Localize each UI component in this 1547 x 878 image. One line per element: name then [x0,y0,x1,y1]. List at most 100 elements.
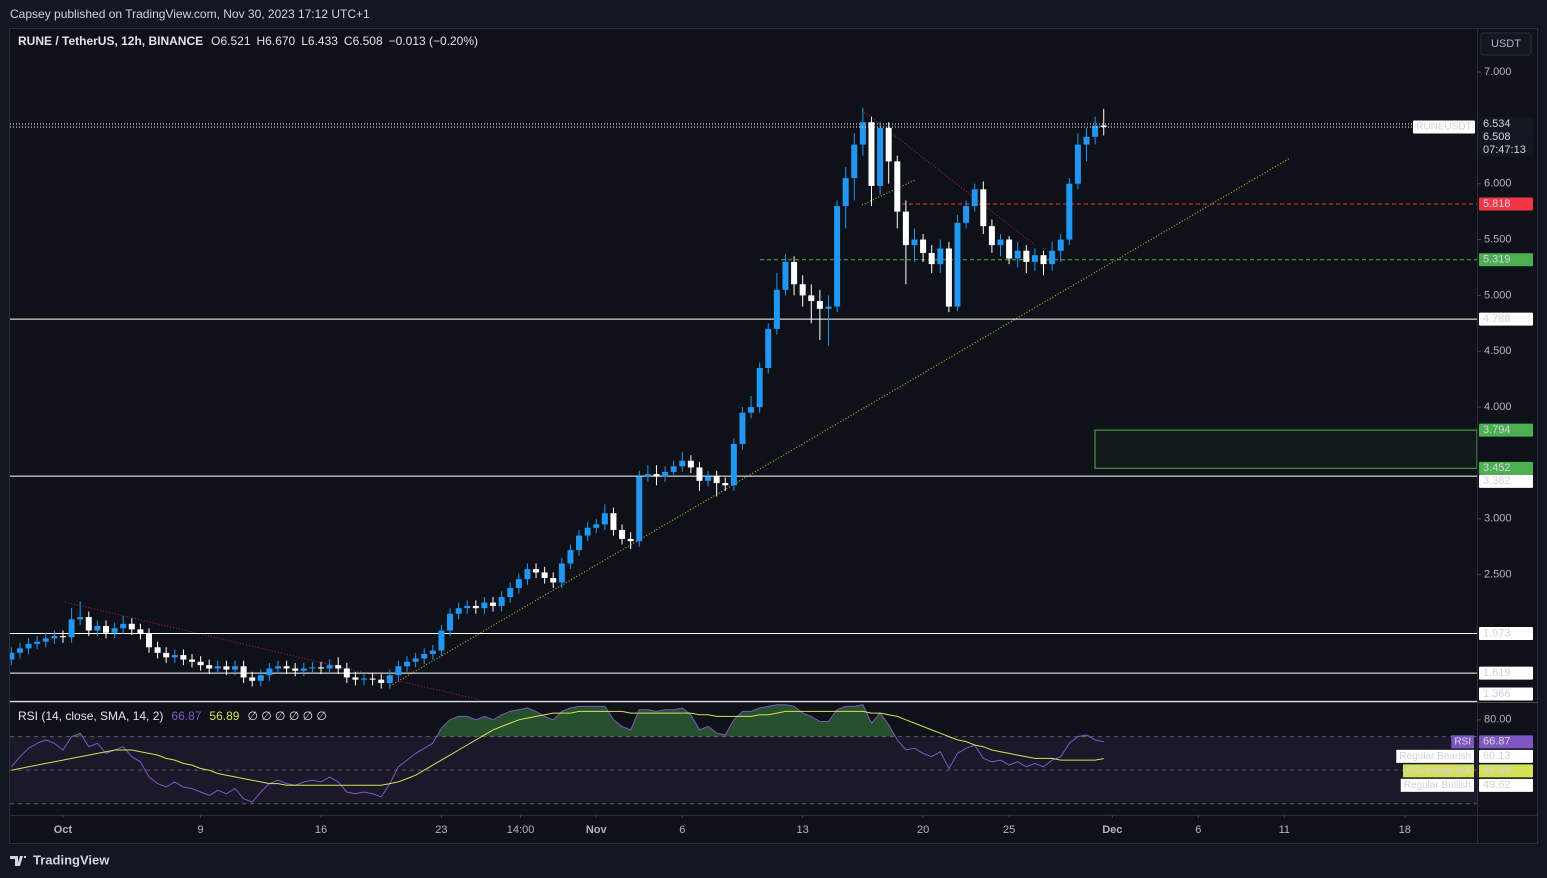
candle-body [584,527,591,536]
candle-body [335,665,342,669]
candle-body [102,626,109,633]
candle-body [756,368,763,408]
candle-body [404,661,411,667]
candle-body [799,284,806,296]
x-tick-label: 25 [1003,824,1015,836]
candle-body [1040,255,1047,265]
candle-body [1049,250,1056,265]
rsi-legend: RSI (14, close, SMA, 14, 2) 66.87 56.89 ∅ ∅… [18,709,327,723]
candle-body [601,513,608,525]
candle-body [386,675,393,684]
candle-body [636,476,643,542]
candle-body [696,467,703,481]
tag-name-bg [1396,749,1474,763]
level-label: 3.382 [1483,475,1511,487]
candle-body [128,623,135,630]
candle-body [524,569,531,580]
y-tick-label: 5.000 [1484,289,1512,301]
brand: TradingView [10,852,110,867]
candle-body [206,665,213,669]
candle-body [1100,125,1107,127]
y-tick-label: 6.000 [1484,178,1512,190]
candle-body [920,239,927,253]
level-label-bg [1479,687,1533,701]
tag-name: RSI [1454,736,1471,747]
candle-body [610,513,617,530]
candle-body [963,206,970,223]
candle-body [619,529,626,539]
y-tick-label: 2.500 [1484,569,1512,581]
tag-name: RSI-based MA [1406,765,1471,776]
candle-body [541,572,548,579]
candle-body [765,328,772,369]
candle-body [257,675,264,681]
level-label-bg [1479,117,1533,131]
candle-body [997,239,1004,246]
zone-label-bg [1479,461,1533,475]
x-tick-label: 14:00 [507,824,535,836]
candle-body [34,641,41,644]
candle-body [266,668,273,676]
level-label-bg [1479,197,1533,211]
level-label-bg [1479,474,1533,488]
overbought-fill [11,704,1104,737]
candle-body [576,535,583,551]
candle-body [472,605,479,609]
candle-body [85,617,92,631]
price-plot [10,107,1477,702]
candle-body [713,476,720,484]
candle-body [369,678,376,680]
candle-body [498,597,505,606]
candle-body [653,474,660,477]
candle-body [25,643,32,649]
last-price-label: 6.508 [1483,131,1511,143]
candle-body [464,605,471,609]
level-label: 5.818 [1483,198,1511,210]
candle-body [1031,255,1038,262]
candle-body [877,127,884,186]
candle-body [1057,239,1064,251]
currency-label[interactable]: USDT [1491,38,1521,50]
candle-body [214,666,221,669]
brand-name: TradingView [33,852,110,867]
legend-value: H6.670 [257,34,296,48]
candle-body [1023,250,1030,262]
candle-body [42,638,49,642]
candle-body [928,252,935,265]
candle-body [94,626,101,631]
marker-value-tag-bg [1479,778,1533,792]
candle-body [378,679,385,684]
candle-body [911,239,918,246]
legend-value: 66.87 [171,709,201,723]
candle-body [352,677,359,680]
candle-body [550,578,557,583]
candle-body [292,668,299,671]
candle-body [481,602,488,609]
candle-body [163,652,170,658]
candle-body [937,248,944,265]
candle-body [558,563,565,583]
chart-frame [9,28,1538,844]
candle-body [1092,125,1099,137]
candle-body [1006,239,1013,259]
x-tick-label: Oct [54,824,73,836]
candle-body [773,289,780,329]
candle-body [145,633,152,648]
candle-body [421,653,428,659]
rsi-band [10,736,1477,804]
candle-body [662,471,669,477]
x-tick-label: 6 [679,824,685,836]
series-value-tag: 56.89 [1483,765,1511,777]
candle-body [120,623,127,629]
candle-body [842,178,849,207]
zone-box [1094,429,1477,469]
candle-body [1083,136,1090,145]
last-price-label-bg [1479,130,1533,144]
currency-button[interactable] [1480,32,1532,56]
candle-body [902,211,909,246]
candle-body [111,628,118,633]
candle-body [868,122,875,186]
candle-body [644,474,651,477]
candle-body [361,678,368,680]
